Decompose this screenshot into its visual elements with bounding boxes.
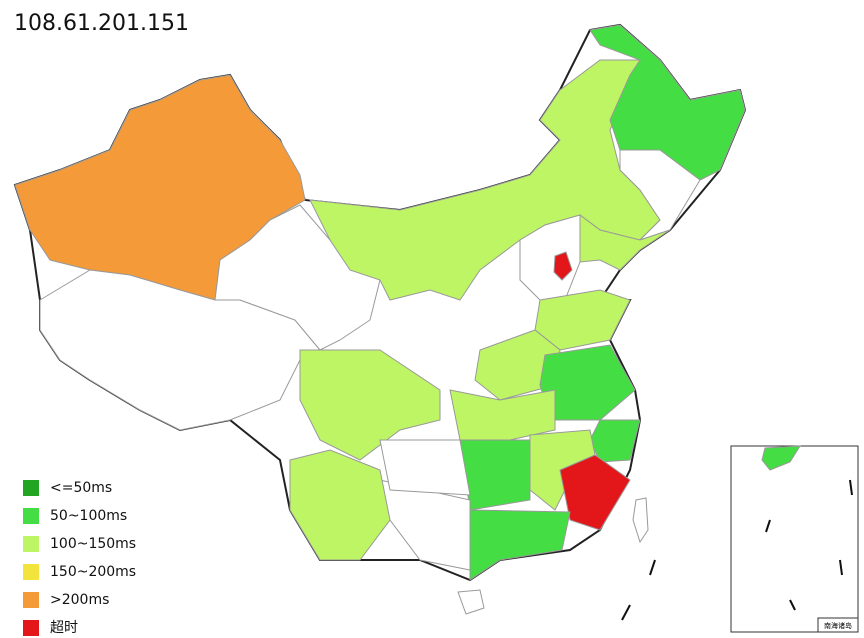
legend-label: 超时	[50, 620, 78, 636]
legend-swatch	[23, 536, 39, 552]
region	[632, 497, 649, 544]
legend-swatch	[23, 564, 39, 580]
legend-label: 100~150ms	[50, 536, 136, 552]
legend-swatch	[23, 620, 39, 636]
region	[469, 509, 571, 581]
region	[459, 439, 531, 511]
legend-label: 50~100ms	[50, 508, 127, 524]
region	[457, 589, 485, 615]
region	[289, 449, 391, 561]
inset-dashes	[621, 479, 853, 621]
region	[379, 439, 471, 496]
legend-label: 150~200ms	[50, 564, 136, 580]
legend-swatch	[23, 508, 39, 524]
region	[579, 214, 671, 271]
region	[519, 214, 581, 301]
title: 108.61.201.151	[14, 11, 189, 36]
legend-label: >200ms	[50, 592, 109, 608]
region	[761, 445, 801, 471]
legend-swatch	[23, 480, 39, 496]
inset-box	[730, 445, 859, 633]
inset-label-box	[817, 617, 859, 633]
legend-label: <=50ms	[50, 480, 112, 496]
region	[299, 349, 441, 461]
inset-title: 南海诸岛	[824, 621, 852, 630]
region	[553, 251, 573, 281]
legend-swatch	[23, 592, 39, 608]
